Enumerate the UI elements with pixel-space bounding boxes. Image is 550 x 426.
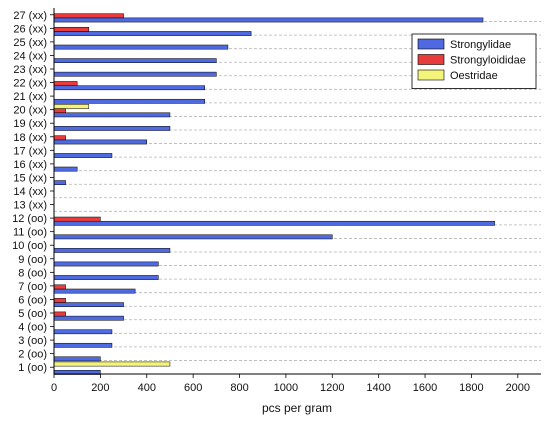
x-tick-label: 800 [230,382,248,394]
y-tick-label: 22 (xx) [13,78,47,90]
legend-swatch-strongylidae [417,38,445,50]
x-tick-label: 400 [138,382,156,394]
y-tick-label: 13 (xx) [13,200,47,212]
bar-strongylidae-9 [53,261,159,267]
x-tick-label: 1400 [366,382,390,394]
y-tick-label: 21 (xx) [13,91,47,103]
y-tick-label: 12 (oo) [12,213,47,225]
bar-strongylidae-21 [53,98,205,104]
bar-strongyloididae-18 [53,135,66,141]
y-tick-label: 5 (oo) [18,308,47,320]
y-tick-label: 2 (oo) [18,349,47,361]
bar-strongylidae-10 [53,248,171,253]
x-tick-label: 1200 [320,382,344,394]
bar-strongylidae-11 [53,234,333,240]
bar-strongyloididae-12 [53,216,101,222]
x-tick-label: 200 [91,382,109,394]
y-tick-label: 19 (xx) [13,118,47,130]
y-tick-label: 8 (oo) [18,267,47,279]
y-tick-label: 24 (xx) [13,50,47,62]
legend-label-oestridae: Oestridae [450,70,498,82]
x-tick-label: 600 [184,382,202,394]
bar-strongylidae-18 [53,139,148,145]
legend-label-strongylidae: Strongylidae [450,39,511,51]
legend: Strongylidae Strongyloididae Oestridae [411,33,537,89]
bar-strongylidae-27 [53,17,484,23]
y-tick-label: 4 (oo) [18,322,47,334]
bar-oestridae-20 [53,104,90,109]
bar-strongylidae-2 [53,356,101,362]
bar-strongylidae-26 [53,31,252,36]
bar-strongylidae-17 [53,153,113,158]
x-tick-label: 1800 [459,382,483,394]
bar-strongyloididae-22 [53,81,78,86]
axes: 1 (oo)2 (oo) 3 (oo)4 (oo) 5 (oo) 6 (oo)7 (o… [12,8,541,394]
y-tick-label: 10 (oo) [12,240,47,252]
bar-strongyloididae-7 [53,284,66,290]
y-tick-label: 6 (oo) [18,294,47,306]
bar-strongylidae-3 [53,342,113,348]
x-tick-label: 1600 [413,382,437,394]
legend-swatch-oestridae [417,69,445,81]
bar-strongylidae-24 [53,58,217,63]
y-tick-label: 17 (xx) [13,145,47,157]
x-tick-label: 0 [51,382,57,394]
y-tick-label: 18 (xx) [13,132,47,144]
bar-strongylidae-20 [53,112,171,118]
bar-strongylidae-22 [53,85,205,91]
y-tick-label: 11 (oo) [13,227,47,239]
bar-strongyloididae-26 [53,26,90,32]
x-axis-title: pcs per gram [262,401,332,415]
bar-strongylidae-6 [53,302,124,307]
y-tick-label: 20 (xx) [13,105,47,117]
bar-strongylidae-12 [53,220,495,226]
bar-strongylidae-19 [53,126,171,131]
bar-strongyloididae-20 [53,108,66,114]
y-tick-label: 15 (xx) [13,172,47,184]
y-tick-label: 1 (oo) [18,362,47,374]
x-tick-label: 1000 [274,382,298,394]
bar-strongylidae-8 [53,275,159,280]
y-tick-label: 9 (oo) [18,254,47,266]
bar-strongyloididae-6 [53,298,66,303]
y-tick-label: 26 (xx) [13,23,47,35]
y-tick-label: 14 (xx) [13,186,47,198]
y-tick-label: 27 (xx) [13,10,47,22]
legend-label-strongyloididae: Strongyloididae [450,55,526,67]
bar-strongyloididae-5 [53,311,66,317]
y-tick-label: 23 (xx) [13,64,47,76]
bar-strongylidae-16 [53,166,78,172]
bar-strongylidae-23 [53,71,217,77]
bar-oestridae-1 [53,361,171,367]
bar-strongylidae-25 [53,44,229,50]
x-tick-label: 2000 [506,382,530,394]
bar-strongylidae-4 [53,329,113,335]
bar-strongylidae-15 [53,180,66,185]
bar-strongylidae-5 [53,315,124,321]
y-tick-label: 7 (oo) [18,281,47,293]
bar-strongylidae-7 [53,288,136,294]
bar-strongyloididae-27 [53,13,124,19]
y-tick-label: 3 (oo) [18,335,47,347]
legend-swatch-strongyloididae [417,54,445,65]
y-tick-label: 25 (xx) [13,37,47,49]
y-tick-label: 16 (xx) [13,159,47,171]
